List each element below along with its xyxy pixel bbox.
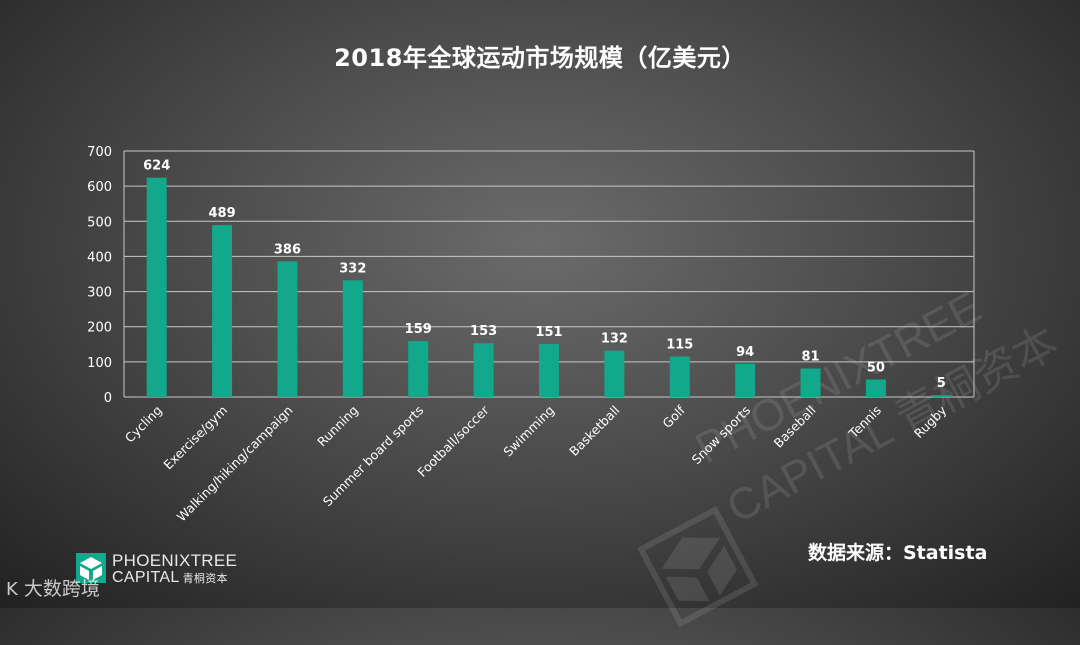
y-tick-label: 0 xyxy=(104,391,112,406)
phoenixtree-logo-icon xyxy=(76,553,106,583)
brand-watermark: K 大数跨境 xyxy=(6,574,100,601)
bar xyxy=(473,343,494,397)
data-labels: 624 489 386 332 159 153 151 132 115 94 81 50 5 xyxy=(143,159,946,392)
bar xyxy=(735,363,756,397)
data-label: 489 xyxy=(209,206,236,221)
x-tick-label: Tennis xyxy=(845,403,884,442)
chart-title: 2018年全球运动市场规模（亿美元） xyxy=(334,44,746,72)
x-tick-label: Golf xyxy=(659,402,688,431)
bar xyxy=(146,177,167,397)
x-tick-label: Swimming xyxy=(500,403,557,460)
phoenixtree-logo: PHOENIXTREE CAPITAL 青桐资本 xyxy=(76,551,276,587)
bar xyxy=(865,379,886,397)
data-label: 386 xyxy=(274,242,301,257)
y-tick-label: 500 xyxy=(87,215,112,230)
y-tick-label: 300 xyxy=(87,286,112,301)
phoenixtree-watermark-icon xyxy=(636,505,759,628)
logo-text-line1: PHOENIXTREE xyxy=(112,551,238,570)
x-axis: CyclingExercise/gymWalking/hiking/campai… xyxy=(122,402,950,524)
x-tick-label: Rugby xyxy=(911,402,950,441)
y-tick-label: 200 xyxy=(87,321,112,336)
brand-watermark-text: 大数跨境 xyxy=(23,578,100,600)
bar xyxy=(931,395,952,397)
x-tick-label: Snow sports xyxy=(689,403,754,468)
y-tick-label: 100 xyxy=(87,356,112,371)
x-tick-label: Running xyxy=(314,403,361,450)
brand-glyph: K xyxy=(6,579,18,600)
data-label: 132 xyxy=(601,332,628,347)
data-label: 81 xyxy=(801,350,819,365)
x-tick-label: Football/soccer xyxy=(414,402,492,480)
data-label: 624 xyxy=(143,159,170,174)
logo-chinese: 青桐资本 xyxy=(182,573,228,585)
bar xyxy=(212,225,233,397)
data-label: 50 xyxy=(867,360,885,375)
bar xyxy=(604,350,625,397)
logo-text-line2: CAPITAL 青桐资本 xyxy=(112,569,228,587)
data-label: 159 xyxy=(405,322,432,337)
x-tick-label: Exercise/gym xyxy=(160,403,230,473)
x-tick-label: Cycling xyxy=(122,403,165,446)
bar xyxy=(539,343,559,397)
y-tick-label: 600 xyxy=(87,180,112,195)
bar-chart: 0 100 200 300 400 500 600 700 624 489 386 332 159 15… xyxy=(87,145,975,524)
x-tick-label: Walking/hiking/campaign xyxy=(174,403,296,525)
data-label: 153 xyxy=(470,324,497,339)
bar xyxy=(277,261,298,397)
y-axis: 0 100 200 300 400 500 600 700 xyxy=(87,145,112,406)
x-tick-label: Basketball xyxy=(566,403,622,459)
data-label: 5 xyxy=(937,376,946,391)
data-label: 115 xyxy=(666,338,693,353)
data-label: 151 xyxy=(535,325,562,340)
bars xyxy=(146,177,952,397)
gridlines xyxy=(123,150,975,398)
logo-capital: CAPITAL xyxy=(112,569,180,586)
data-label: 94 xyxy=(736,345,754,360)
x-tick-label: Baseball xyxy=(771,403,819,451)
bar xyxy=(408,341,429,397)
phoenixtree-watermark: PHOENIXTREE CAPITAL 青桐资本 xyxy=(581,245,1066,645)
source-note: 数据来源：Statista xyxy=(808,542,988,564)
bar xyxy=(800,368,821,397)
data-label: 332 xyxy=(339,261,366,276)
bar xyxy=(669,356,690,397)
bar xyxy=(342,280,363,397)
y-tick-label: 700 xyxy=(87,145,112,160)
y-tick-label: 400 xyxy=(87,250,112,265)
